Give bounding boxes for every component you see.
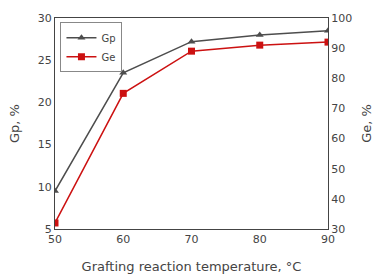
svg-text:50: 50 bbox=[48, 233, 62, 246]
svg-text:Ge: Ge bbox=[101, 52, 115, 63]
svg-text:70: 70 bbox=[185, 233, 199, 246]
svg-text:90: 90 bbox=[321, 233, 335, 246]
svg-text:90: 90 bbox=[331, 42, 345, 55]
svg-text:10: 10 bbox=[38, 181, 52, 194]
svg-text:30: 30 bbox=[331, 223, 345, 236]
svg-text:100: 100 bbox=[331, 12, 352, 25]
svg-text:70: 70 bbox=[331, 102, 345, 115]
svg-text:80: 80 bbox=[253, 233, 267, 246]
svg-text:Gp: Gp bbox=[101, 33, 115, 44]
svg-text:60: 60 bbox=[116, 233, 130, 246]
svg-text:40: 40 bbox=[331, 193, 345, 206]
svg-text:Ge, %: Ge, % bbox=[359, 104, 374, 143]
svg-text:50: 50 bbox=[331, 163, 345, 176]
svg-text:15: 15 bbox=[38, 138, 52, 151]
svg-text:30: 30 bbox=[38, 12, 52, 25]
svg-text:20: 20 bbox=[38, 96, 52, 109]
svg-text:60: 60 bbox=[331, 132, 345, 145]
svg-text:80: 80 bbox=[331, 72, 345, 85]
svg-text:5: 5 bbox=[45, 223, 52, 236]
svg-text:Grafting reaction temperature,: Grafting reaction temperature, °C bbox=[82, 259, 302, 274]
svg-text:25: 25 bbox=[38, 54, 52, 67]
svg-text:Gp, %: Gp, % bbox=[7, 104, 22, 143]
